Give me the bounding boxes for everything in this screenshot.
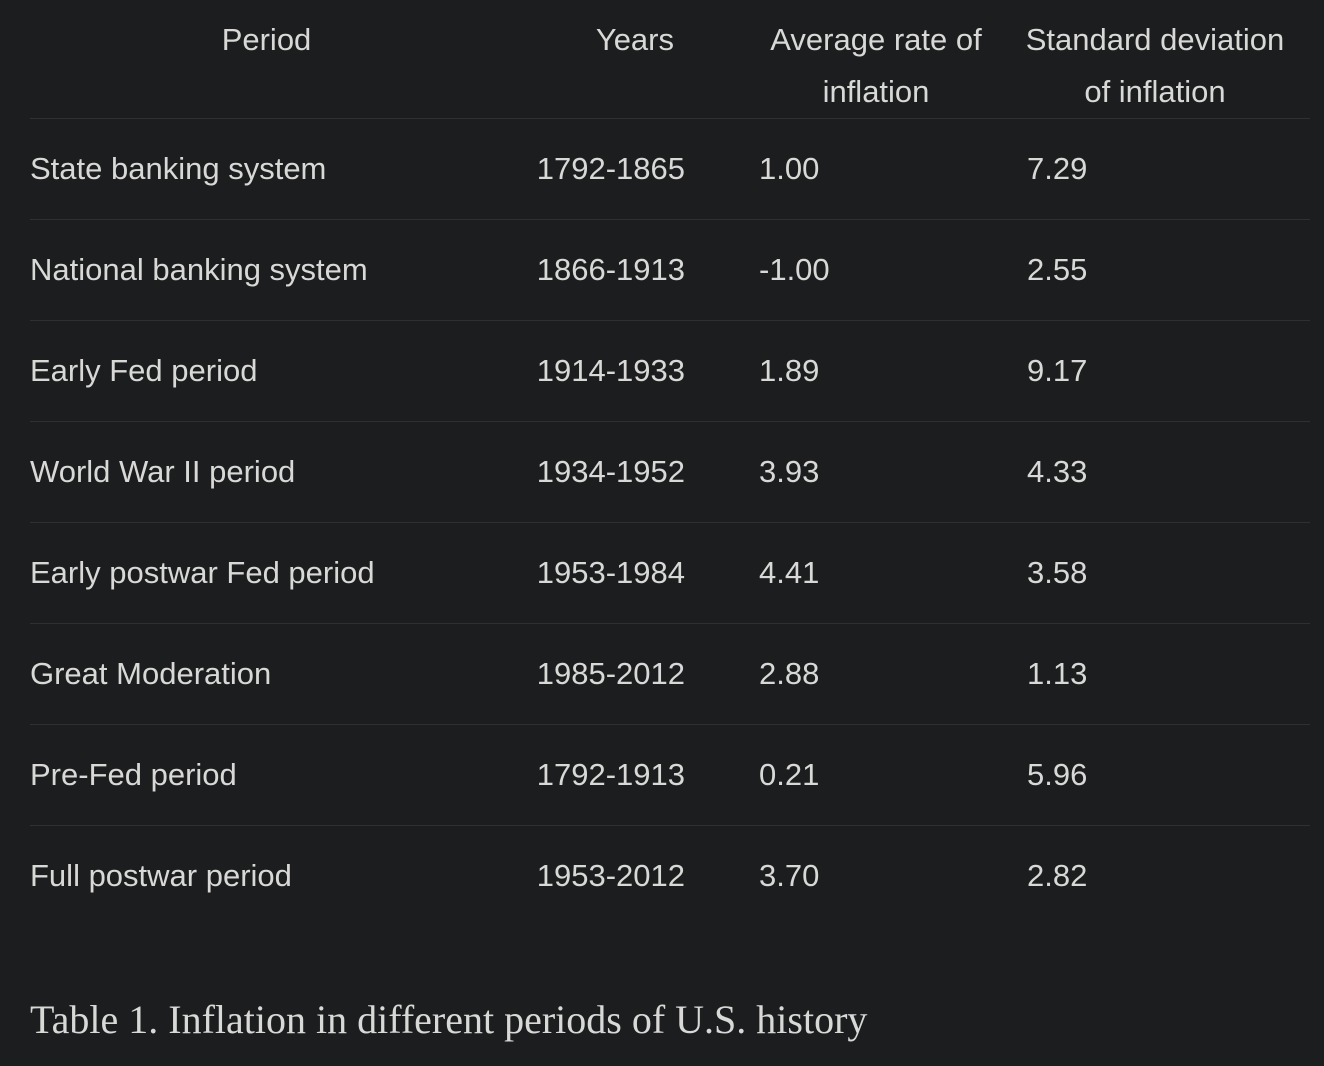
header-average-line1: Average rate of [770, 22, 982, 57]
inflation-table-container: Period Years Average rate of inflation S… [30, 14, 1310, 926]
cell-years: 1792-1865 [503, 118, 732, 220]
table-row: World War II period 1934-1952 3.93 4.33 [30, 421, 1310, 523]
cell-std: 4.33 [1000, 421, 1310, 523]
cell-period: Great Moderation [30, 623, 503, 725]
cell-years: 1792-1913 [503, 724, 732, 826]
table-row: Full postwar period 1953-2012 3.70 2.82 [30, 826, 1310, 927]
cell-std: 7.29 [1000, 118, 1310, 220]
cell-years: 1914-1933 [503, 320, 732, 422]
cell-average: 3.93 [732, 421, 1000, 523]
cell-period: Pre-Fed period [30, 724, 503, 826]
table-body: State banking system 1792-1865 1.00 7.29… [30, 118, 1310, 927]
cell-std: 1.13 [1000, 623, 1310, 725]
cell-years: 1953-1984 [503, 522, 732, 624]
cell-average: 4.41 [732, 522, 1000, 624]
cell-std: 9.17 [1000, 320, 1310, 422]
cell-period: World War II period [30, 421, 503, 523]
header-years-label: Years [595, 22, 674, 57]
cell-average: -1.00 [732, 219, 1000, 321]
table-row: Great Moderation 1985-2012 2.88 1.13 [30, 623, 1310, 725]
header-std-line2: of inflation [1084, 74, 1226, 109]
cell-years: 1934-1952 [503, 421, 732, 523]
table-row: Early postwar Fed period 1953-1984 4.41 … [30, 522, 1310, 624]
cell-average: 0.21 [732, 724, 1000, 826]
header-average-inflation: Average rate of inflation [732, 14, 1000, 119]
cell-years: 1953-2012 [536, 858, 685, 893]
table-row: National banking system 1866-1913 -1.00 … [30, 219, 1310, 321]
cell-years: 1985-2012 [503, 623, 732, 725]
cell-std: 3.58 [1000, 522, 1310, 624]
table-row: Pre-Fed period 1792-1913 0.21 5.96 [30, 724, 1310, 826]
cell-std: 2.55 [1000, 219, 1310, 321]
cell-period: Early postwar Fed period [30, 522, 503, 624]
cell-average: 3.70 [759, 858, 820, 893]
table-row: State banking system 1792-1865 1.00 7.29 [30, 118, 1310, 220]
header-average-line2: inflation [822, 74, 930, 109]
header-period-label: Period [221, 22, 312, 57]
header-years: Years [503, 14, 732, 119]
cell-period: National banking system [30, 219, 503, 321]
cell-period: Full postwar period [30, 858, 292, 893]
cell-period: State banking system [30, 118, 503, 220]
header-period: Period [30, 14, 503, 119]
header-row: Period Years Average rate of inflation S… [30, 14, 1310, 119]
header-std-line1: Standard deviation [1025, 22, 1285, 57]
cell-std: 5.96 [1000, 724, 1310, 826]
cell-average: 1.00 [732, 118, 1000, 220]
cell-average: 1.89 [732, 320, 1000, 422]
table-caption: Table 1. Inflation in different periods … [30, 997, 868, 1042]
cell-years: 1866-1913 [503, 219, 732, 321]
cell-period: Early Fed period [30, 320, 503, 422]
cell-std: 2.82 [1027, 858, 1088, 893]
table-header: Period Years Average rate of inflation S… [30, 14, 1310, 119]
inflation-table: Period Years Average rate of inflation S… [30, 14, 1310, 926]
cell-average: 2.88 [732, 623, 1000, 725]
header-std-deviation: Standard deviation of inflation [1000, 14, 1310, 119]
table-row: Early Fed period 1914-1933 1.89 9.17 [30, 320, 1310, 422]
